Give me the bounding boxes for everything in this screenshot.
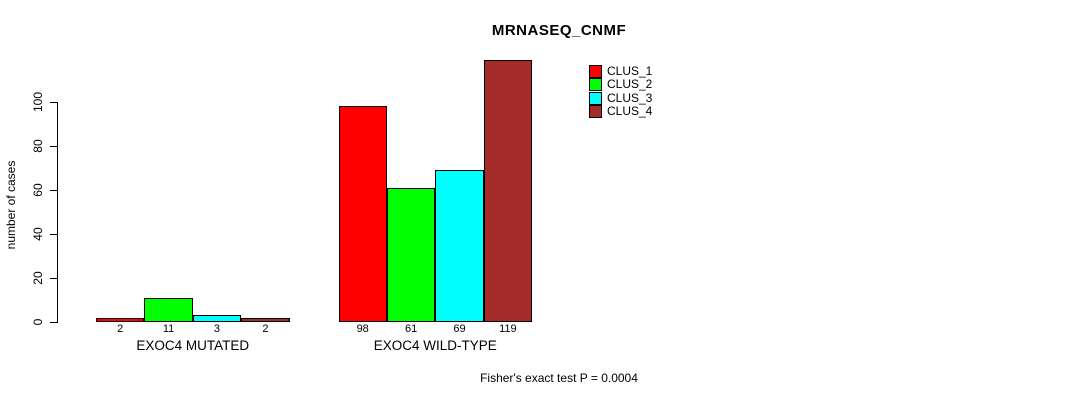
bar-value-label: 61 <box>404 323 418 335</box>
y-axis-tick-label: 20 <box>31 271 45 285</box>
legend-item: CLUS_4 <box>589 104 653 119</box>
bar-value-label: 3 <box>213 323 221 335</box>
legend-label: CLUS_4 <box>607 104 653 119</box>
y-axis-tick <box>50 278 57 279</box>
y-axis-tick <box>50 322 57 323</box>
legend-swatch <box>589 65 602 79</box>
y-axis-line <box>57 102 58 323</box>
y-axis-tick-label: 60 <box>31 183 45 197</box>
bar-value-label: 119 <box>499 323 517 335</box>
bar-value-label: 2 <box>262 323 269 335</box>
bar-clus_4-wildtype <box>483 60 533 322</box>
legend-swatch <box>589 91 602 105</box>
bar-clus_3-wildtype <box>435 170 484 322</box>
y-axis-tick <box>50 146 57 147</box>
bar-value-label: 69 <box>453 323 466 335</box>
legend-item: CLUS_2 <box>589 77 653 92</box>
bar-clus_4-mutated <box>241 317 290 322</box>
y-axis-tick-label: 40 <box>31 227 45 241</box>
y-axis-tick <box>50 102 57 103</box>
bar-value-label: 11 <box>162 323 175 335</box>
y-axis-tick <box>50 234 57 235</box>
legend-label: CLUS_1 <box>607 64 653 79</box>
legend-swatch <box>589 78 602 92</box>
legend-item: CLUS_3 <box>589 90 653 105</box>
y-axis-label: number of cases <box>4 160 18 250</box>
legend-label: CLUS_2 <box>607 77 653 92</box>
bar-clus_1-mutated <box>96 317 145 322</box>
bar-value-label: 2 <box>117 323 124 335</box>
y-axis-tick <box>50 190 57 191</box>
bar-value-label: 98 <box>356 323 369 335</box>
caption: Fisher's exact test P = 0.0004 <box>480 371 638 385</box>
group-label: EXOC4 WILD-TYPE <box>373 338 497 353</box>
y-axis-tick-label: 100 <box>31 91 45 113</box>
group-label: EXOC4 MUTATED <box>136 338 250 353</box>
legend-swatch <box>589 105 602 119</box>
bar-clus_2-wildtype <box>386 187 436 322</box>
legend: CLUS_1 CLUS_2 CLUS_3 CLUS_4 <box>589 64 653 119</box>
legend-item: CLUS_1 <box>589 64 653 79</box>
y-axis-tick-label: 80 <box>31 139 45 153</box>
bar-clus_1-wildtype <box>338 106 387 322</box>
chart-title: MRNASEQ_CNMF <box>491 22 627 39</box>
y-axis-tick-label: 0 <box>31 318 45 326</box>
legend-label: CLUS_3 <box>607 90 653 105</box>
bar-clus_3-mutated <box>192 315 242 322</box>
bar-clus_2-mutated <box>144 297 193 322</box>
